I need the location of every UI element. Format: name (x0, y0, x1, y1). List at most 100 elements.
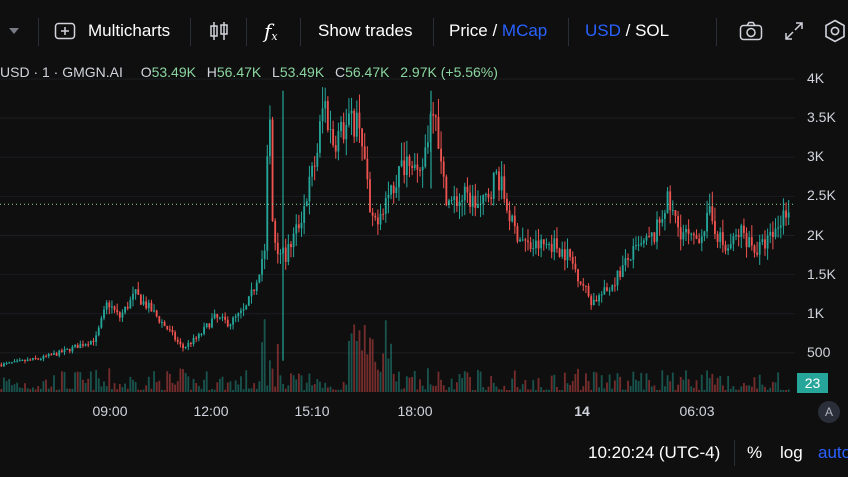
candle-body (403, 160, 406, 176)
volume-bar (690, 386, 693, 392)
volume-bar (118, 384, 121, 392)
candle-body (387, 194, 390, 199)
volume-bar (224, 389, 227, 392)
candle-body (419, 169, 421, 171)
candle-body (632, 246, 635, 260)
candle-body (577, 269, 579, 282)
currency-separator: / (620, 21, 636, 40)
volume-bar (197, 385, 200, 392)
y-tick-label: 500 (807, 343, 831, 360)
candle-body (735, 235, 737, 237)
candle-body (197, 333, 200, 339)
volume-bar (405, 376, 408, 392)
auto-button[interactable]: auto (818, 438, 848, 468)
volume-bar (714, 384, 716, 392)
candle-body (179, 341, 182, 345)
candle-body (629, 259, 632, 261)
candle-body (342, 122, 345, 140)
volume-bar (147, 376, 150, 392)
volume-bar (495, 386, 498, 392)
candle-body (132, 293, 134, 300)
volume-bar (648, 380, 651, 392)
candle-body (603, 287, 606, 295)
candle-body (358, 112, 361, 129)
y-tick-label: 1.5K (807, 265, 836, 282)
chevron-down-icon[interactable] (8, 0, 20, 62)
volume-bar (411, 376, 414, 392)
volume-bar (708, 378, 711, 392)
show-trades-label: Show trades (318, 21, 413, 40)
volume-bar (382, 353, 385, 392)
candle-body (361, 128, 364, 147)
candle-body (448, 200, 450, 205)
volume-bar (627, 380, 629, 392)
settings-icon[interactable] (824, 0, 846, 62)
volume-bar (189, 389, 192, 392)
candle-body (237, 313, 240, 317)
volume-bar (729, 388, 732, 392)
candle-body (95, 335, 98, 343)
volume-bar (345, 384, 348, 392)
candle-body (724, 244, 727, 251)
volume-bar (408, 377, 411, 392)
candle-body (303, 206, 306, 223)
volume-bar (400, 389, 403, 392)
candle-body (213, 313, 216, 319)
show-trades-button[interactable]: Show trades (318, 0, 413, 62)
volume-bar (187, 376, 190, 392)
candle-body (103, 309, 105, 319)
price-mcap-toggle[interactable]: Price / MCap (449, 0, 547, 62)
volume-bar (361, 350, 364, 392)
volume-bar (137, 389, 140, 392)
candle-body (76, 344, 79, 349)
volume-bar (110, 389, 113, 392)
candle-body (674, 210, 677, 216)
volume-bar (26, 388, 29, 392)
candle-body (24, 360, 26, 362)
volume-bar (474, 389, 477, 392)
volume-bar (347, 340, 350, 392)
volume-bar (706, 370, 708, 392)
volume-bar (598, 387, 601, 392)
price-chart[interactable] (0, 62, 848, 438)
camera-icon[interactable] (739, 0, 763, 62)
multicharts-button[interactable]: Multicharts (54, 0, 170, 62)
candle-body (766, 235, 769, 249)
volume-bar (353, 324, 356, 392)
currency-toggle[interactable]: USD / SOL (585, 0, 669, 62)
candle-body (45, 355, 48, 357)
volume-bar (519, 389, 522, 392)
percent-scale-button[interactable]: % (747, 438, 762, 468)
log-scale-button[interactable]: log (780, 438, 803, 468)
volume-bar (363, 325, 366, 392)
volume-bar (205, 371, 208, 392)
candlestick-type-icon[interactable] (208, 0, 230, 62)
volume-bar (716, 377, 719, 392)
candle-body (598, 295, 601, 302)
volume-bar (129, 376, 132, 392)
candle-body (319, 121, 321, 153)
candle-body (727, 248, 730, 251)
candle-body (242, 309, 245, 311)
volume-bar (574, 373, 577, 392)
volume-bar (579, 389, 582, 392)
y-tick-label: 2K (807, 226, 825, 243)
volume-bar (703, 389, 706, 392)
candle-body (498, 171, 500, 191)
candle-body (295, 224, 298, 234)
volume-bar (324, 382, 327, 392)
candle-body (737, 235, 740, 237)
candle-body (324, 101, 327, 109)
volume-bar (100, 386, 103, 392)
candle-body (145, 301, 148, 309)
candle-body (474, 195, 477, 209)
multicharts-label: Multicharts (88, 21, 171, 40)
volume-bar (179, 368, 182, 392)
volume-bar (250, 388, 253, 392)
volume-bar (492, 382, 495, 392)
candle-body (232, 317, 234, 325)
auto-scale-button[interactable]: A (818, 401, 840, 423)
volume-bar (355, 341, 358, 392)
fullscreen-icon[interactable] (784, 0, 804, 62)
